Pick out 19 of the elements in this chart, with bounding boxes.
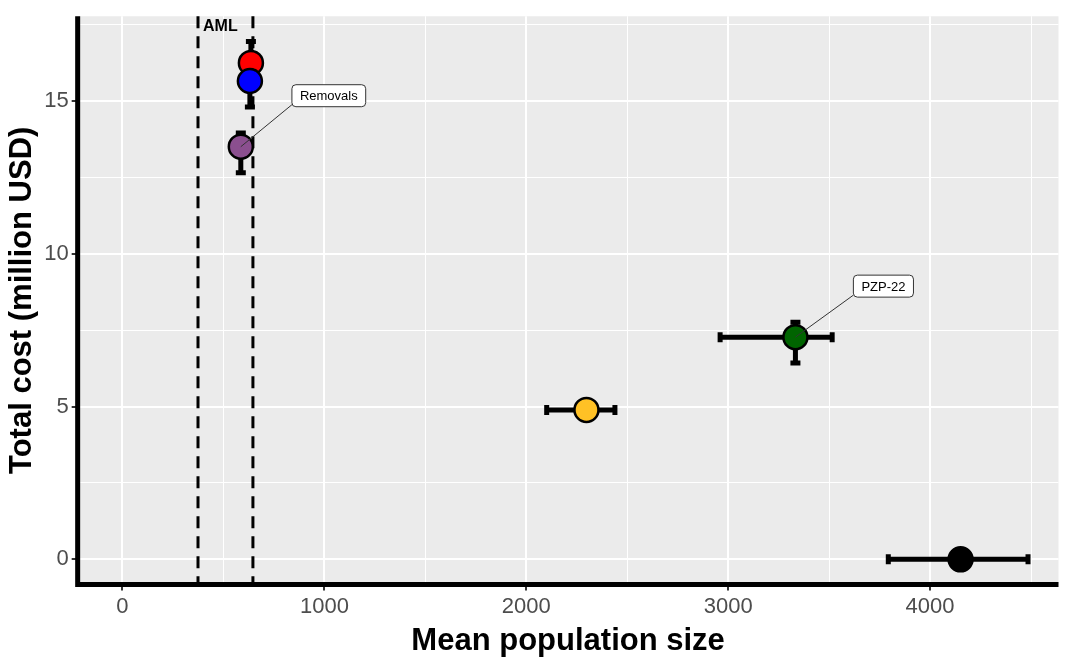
y-axis-title: Total cost (million USD)	[3, 126, 39, 474]
x-tick-label: 3000	[703, 592, 753, 618]
x-tick-label: 4000	[905, 592, 955, 618]
ref-line-label: AML	[203, 16, 238, 34]
point	[227, 133, 255, 160]
point	[947, 546, 974, 573]
point	[782, 323, 809, 351]
y-tick-label: 15	[44, 86, 69, 112]
y-tick-label: 10	[44, 239, 69, 265]
x-tick-label: 0	[116, 592, 129, 618]
y-tick-label: 5	[56, 392, 69, 418]
point	[236, 67, 264, 95]
x-axis-title: Mean population size	[411, 621, 725, 657]
point	[573, 396, 600, 424]
x-tick-label: 1000	[299, 592, 349, 618]
annotation: PZP-22	[861, 278, 906, 294]
y-tick-label: 0	[56, 545, 69, 571]
x-tick-label: 2000	[501, 592, 551, 618]
annotation: Removals	[299, 88, 359, 104]
